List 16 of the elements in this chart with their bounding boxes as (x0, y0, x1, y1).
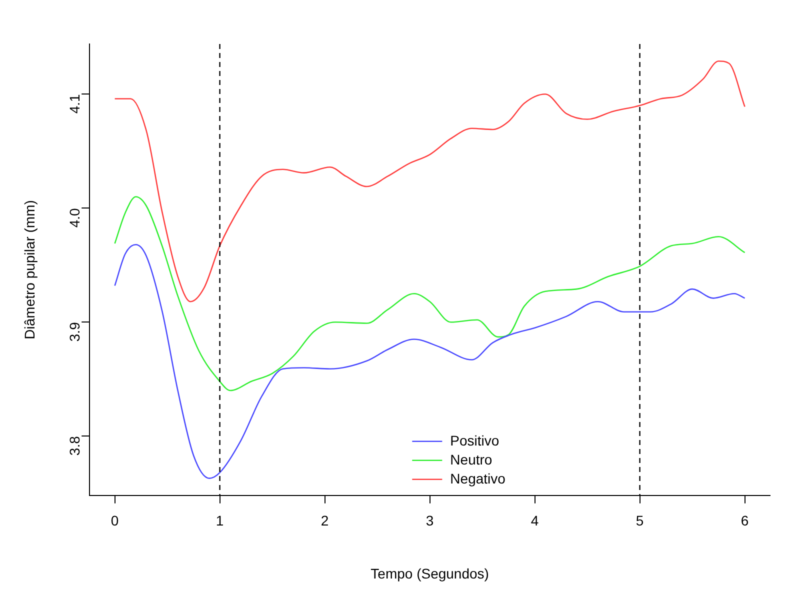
x-tick-label: 5 (636, 512, 644, 529)
y-tick-label: 3.9 (66, 322, 82, 342)
x-tick-label: 2 (320, 512, 329, 529)
x-tick-label: 3 (426, 512, 434, 529)
x-tick-label: 1 (216, 512, 224, 529)
legend-label: Positivo (450, 432, 500, 448)
y-tick-label: 4.0 (66, 208, 82, 228)
y-axis-title: Diâmetro pupilar (mm) (21, 200, 38, 340)
x-tick-label: 6 (740, 512, 749, 529)
x-tick-label: 4 (530, 512, 539, 529)
y-tick-label: 4.1 (66, 94, 82, 114)
x-axis-title: Tempo (Segundos) (370, 565, 489, 582)
y-tick-label: 3.8 (66, 436, 82, 456)
legend-label: Negativo (450, 470, 506, 486)
legend-label: Neutro (450, 451, 492, 468)
x-tick-label: 0 (110, 512, 119, 529)
